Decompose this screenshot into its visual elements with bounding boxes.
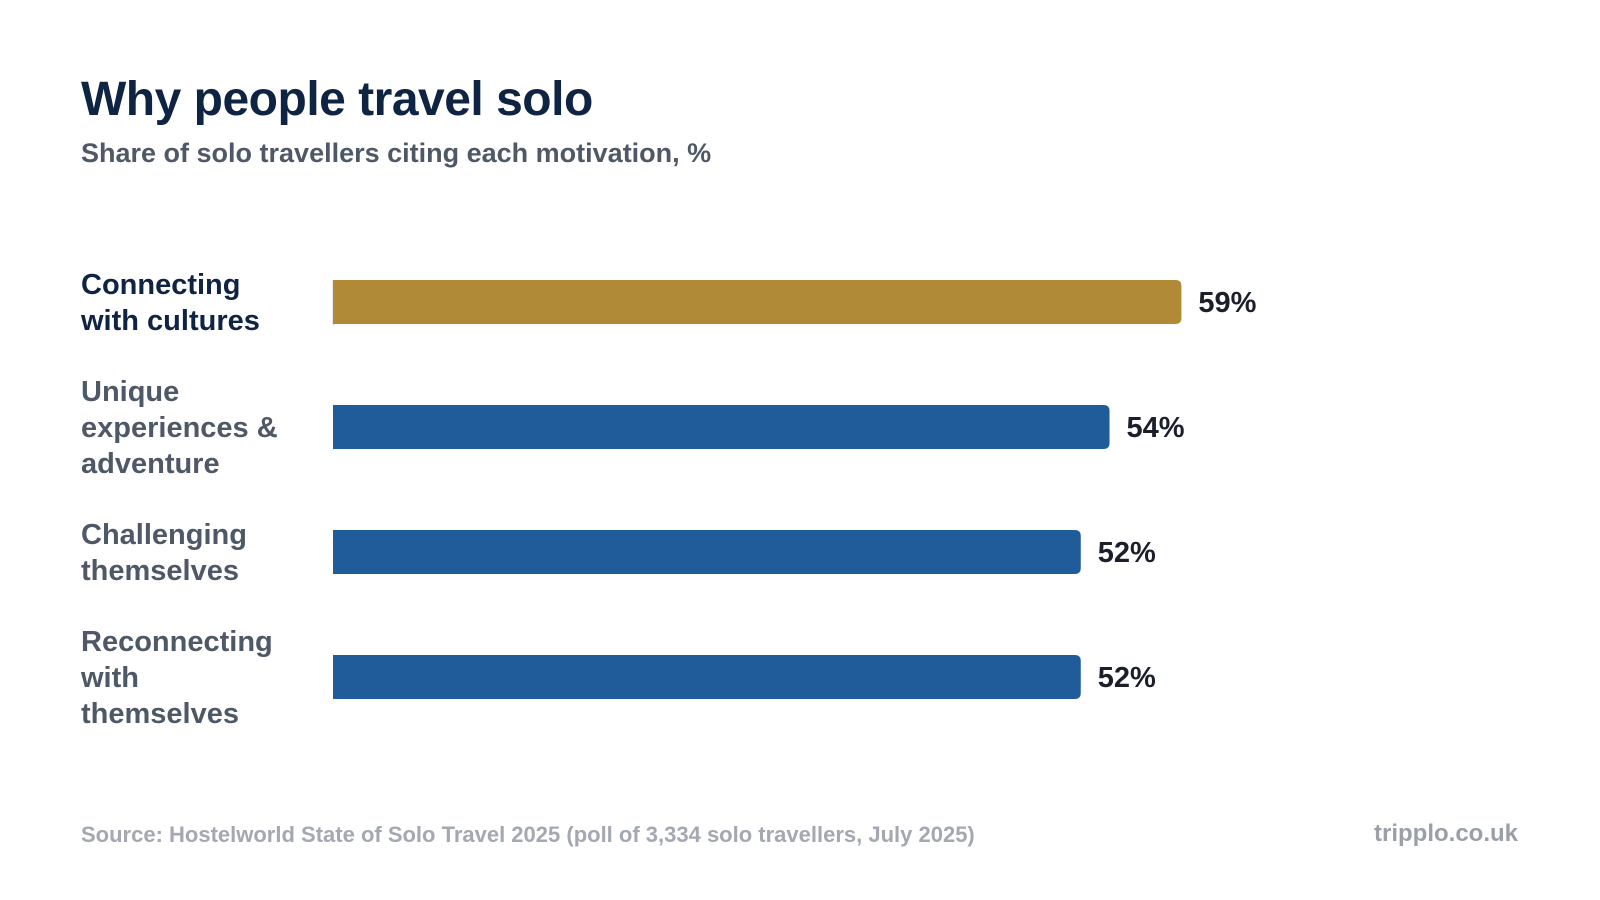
value-label-3: 52% <box>1098 662 1156 694</box>
category-label-line: Challenging <box>81 519 247 551</box>
brand-link[interactable]: tripplo.co.uk <box>1374 820 1518 847</box>
value-label-2: 52% <box>1098 537 1156 569</box>
bar-3 <box>333 655 1081 699</box>
chart-title: Why people travel solo <box>81 73 593 126</box>
category-label-line: Connecting <box>81 269 241 301</box>
category-label-0: Connecting with cultures <box>80 269 260 337</box>
category-label-line: themselves <box>81 555 239 587</box>
category-label-line: experiences & <box>81 412 278 444</box>
value-label-0: 59% <box>1198 287 1256 319</box>
category-label-1: Unique experiences & adventure <box>81 376 278 480</box>
bar-0 <box>333 280 1182 324</box>
value-label-1: 54% <box>1127 412 1185 444</box>
category-label-line: Reconnecting <box>81 626 273 658</box>
category-label-line: themselves <box>81 698 239 730</box>
source-note: Source: Hostelworld State of Solo Travel… <box>81 822 975 847</box>
bar-2 <box>333 530 1081 574</box>
category-label-line: adventure <box>81 448 220 480</box>
category-label-line: Unique <box>81 376 179 408</box>
category-label-line: with <box>80 662 139 694</box>
category-label-2: Challenging themselves <box>81 519 247 587</box>
bar-1 <box>333 405 1110 449</box>
category-label-3: Reconnecting with themselves <box>80 626 273 730</box>
chart-subtitle: Share of solo travellers citing each mot… <box>81 138 712 168</box>
category-label-line: with cultures <box>80 305 260 337</box>
